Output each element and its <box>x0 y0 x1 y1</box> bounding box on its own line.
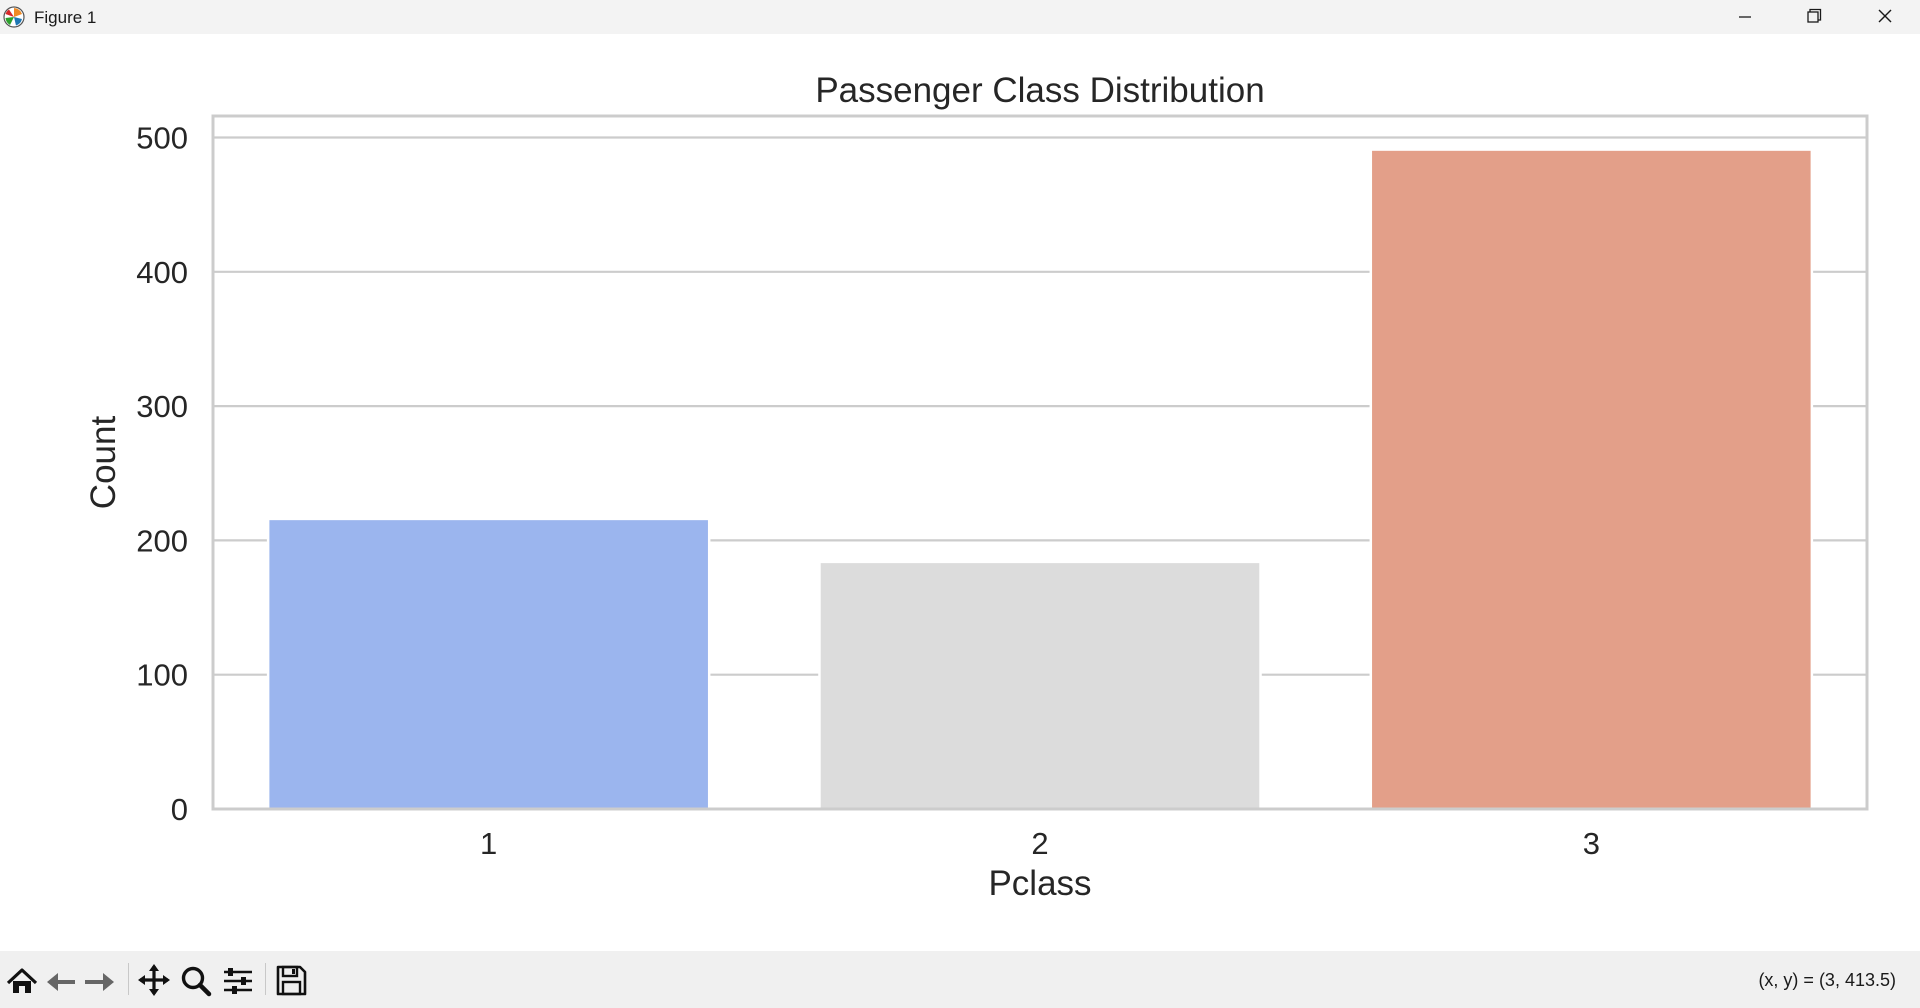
magnifier-icon <box>181 966 212 997</box>
bar-pclass-3 <box>1369 148 1814 811</box>
minimize-button[interactable] <box>1710 0 1780 34</box>
x-tick-label: 3 <box>1583 826 1600 861</box>
arrow-left-icon <box>47 973 75 991</box>
y-tick-label: 500 <box>136 120 188 155</box>
minimize-icon <box>1739 16 1751 18</box>
floppy-disk-icon <box>276 965 307 996</box>
cursor-coordinates: (x, y) = (3, 413.5) <box>1758 970 1896 990</box>
close-button[interactable] <box>1850 0 1920 34</box>
back-button[interactable] <box>43 961 81 999</box>
y-tick-label: 400 <box>136 255 188 290</box>
zoom-button[interactable] <box>177 961 215 999</box>
window-titlebar: Figure 1 <box>0 0 1920 34</box>
save-button[interactable] <box>272 961 310 999</box>
home-icon <box>6 968 38 993</box>
y-tick-label: 100 <box>136 658 188 693</box>
move-icon <box>138 964 170 996</box>
home-button[interactable] <box>3 961 41 999</box>
y-tick-label: 0 <box>171 792 188 827</box>
toolbar-divider <box>128 963 129 995</box>
x-tick-label: 2 <box>1031 826 1048 861</box>
restore-button[interactable] <box>1778 0 1848 34</box>
window-title: Figure 1 <box>34 8 97 27</box>
y-tick-label: 300 <box>136 389 188 424</box>
figure-canvas[interactable]: 0 100 200 300 400 500 1 2 3 Passenger Class Distr… <box>0 34 1920 951</box>
x-axis-label: Pclass <box>988 864 1091 903</box>
toolbar-divider <box>265 963 266 995</box>
pan-button[interactable] <box>135 961 173 999</box>
y-axis-label: Count <box>84 416 123 510</box>
axes-frame <box>211 114 1869 811</box>
arrow-right-icon <box>85 973 114 991</box>
sliders-icon <box>224 968 252 994</box>
chart-title: Passenger Class Distribution <box>815 71 1264 110</box>
navigation-toolbar: (x, y) = (3, 413.5) <box>0 951 1920 1008</box>
bar-chart: 0 100 200 300 400 500 1 2 3 Passenger Class Distr… <box>84 71 1869 903</box>
bar-pclass-2 <box>818 560 1262 811</box>
close-icon <box>1878 9 1892 23</box>
y-tick-label: 200 <box>136 523 188 558</box>
configure-subplots-button[interactable] <box>219 961 257 999</box>
bar-pclass-1 <box>266 517 711 811</box>
forward-button[interactable] <box>81 961 119 999</box>
x-tick-label: 1 <box>480 826 497 861</box>
restore-icon <box>1807 8 1822 23</box>
matplotlib-icon <box>2 5 26 29</box>
